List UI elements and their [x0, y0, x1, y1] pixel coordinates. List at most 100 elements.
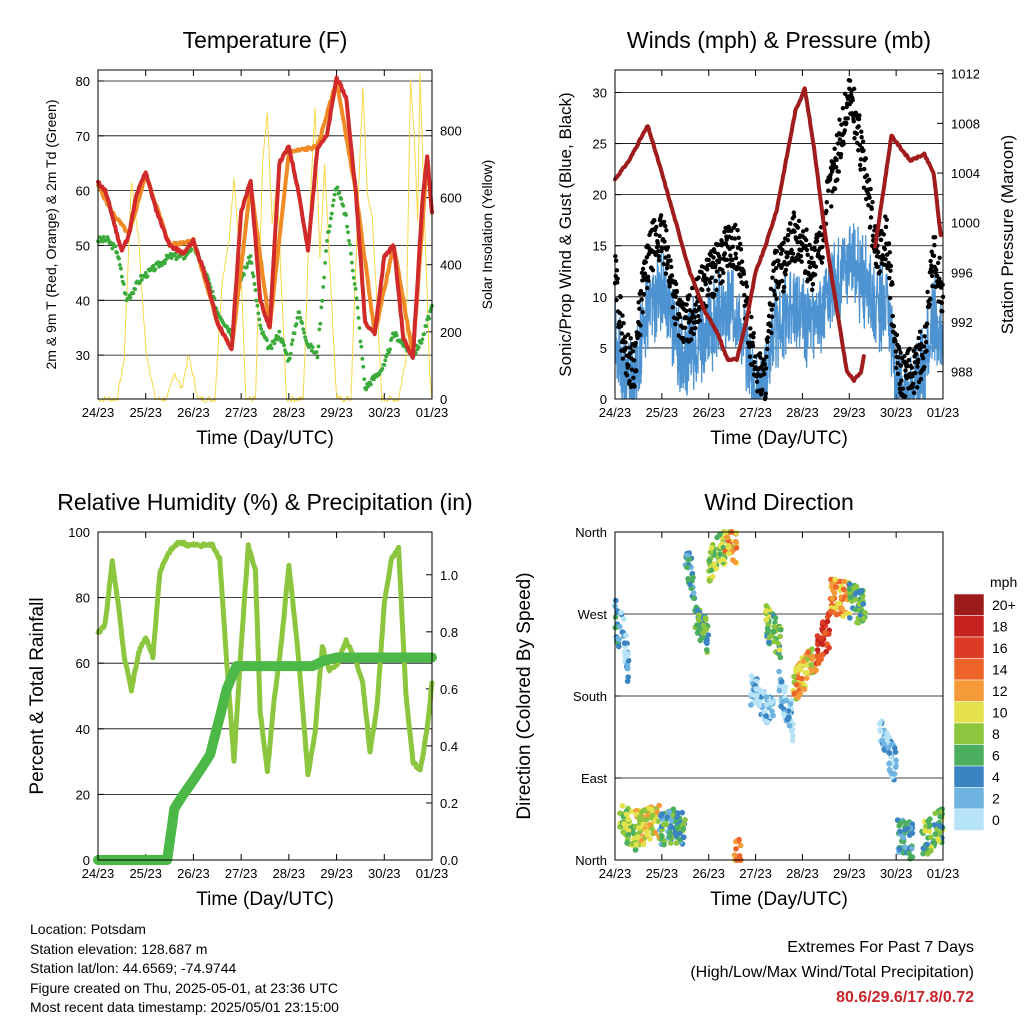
y-right-tick-label: 0.8 — [440, 625, 458, 640]
gust-point — [897, 381, 902, 387]
x-tick-label: 26/23 — [177, 405, 210, 420]
gust-point — [832, 146, 837, 152]
gust-point — [929, 273, 935, 279]
gust-point — [745, 295, 750, 300]
winds-pressure-panel: Winds (mph) & Pressure (mb) 0 5 10 15 20 25 30 9… — [556, 27, 1017, 449]
direction-point — [621, 616, 627, 622]
dewpoint-point — [295, 315, 300, 320]
direction-point — [707, 549, 714, 555]
y-tick-label: 80 — [76, 591, 90, 606]
legend-swatch — [953, 636, 985, 659]
dewpoint-point — [329, 211, 334, 216]
gust-point — [681, 336, 686, 341]
direction-point — [855, 620, 861, 626]
direction-point — [886, 761, 892, 767]
y-tick-label: 40 — [76, 293, 90, 308]
gust-point — [857, 162, 863, 168]
gust-point — [893, 365, 899, 371]
gust-point — [705, 267, 710, 272]
direction-point — [636, 825, 642, 831]
gust-point — [763, 366, 769, 371]
dewpoint-point — [251, 274, 256, 279]
dewpoint-point — [362, 377, 367, 382]
gust-point — [937, 276, 942, 282]
gust-point — [657, 258, 662, 263]
gust-point — [863, 196, 869, 202]
legend-label: 6 — [992, 747, 1000, 763]
legend-label: 4 — [992, 769, 1000, 785]
gust-point — [778, 251, 784, 256]
dewpoint-point — [253, 288, 258, 292]
dewpoint-point — [252, 282, 257, 286]
y-tick-label: East — [581, 771, 607, 786]
gust-point — [894, 332, 900, 338]
direction-point — [886, 750, 893, 756]
x-tick-label: 27/23 — [739, 405, 772, 420]
y-right-tick-label: 0.0 — [440, 853, 458, 868]
direction-point — [801, 686, 808, 693]
dewpoint-point — [317, 327, 322, 332]
pressure-line — [613, 86, 866, 383]
dewpoint-point — [143, 271, 148, 275]
y-tick-label: 20 — [76, 787, 90, 802]
y-tick-label: 60 — [76, 184, 90, 199]
gust-point — [738, 274, 743, 279]
gust-point — [878, 237, 884, 242]
station-elevation: Station elevation: 128.687 m — [30, 940, 208, 957]
direction-point — [635, 834, 641, 840]
direction-point — [852, 606, 859, 613]
gust-point — [634, 368, 639, 374]
dewpoint-point — [364, 387, 369, 392]
y-tick-label: 5 — [600, 341, 607, 356]
gust-point — [819, 260, 825, 265]
x-tick-label: 26/23 — [692, 866, 725, 881]
dewpoint-point — [149, 267, 154, 272]
gust-point — [851, 86, 857, 91]
gust-point — [838, 152, 844, 157]
dewpoint-point — [319, 305, 324, 310]
temperature-panel: Temperature (F)3040506070800200400600800… — [43, 27, 495, 449]
direction-point — [690, 590, 697, 596]
x-axis-label: Time (Day/UTC) — [710, 889, 848, 910]
gust-point — [713, 278, 719, 284]
direction-point — [784, 716, 791, 723]
dewpoint-point — [113, 244, 118, 249]
dewpoint-point — [272, 341, 277, 346]
direction-point — [809, 667, 815, 674]
dewpoint-point — [354, 296, 359, 301]
direction-point — [818, 635, 825, 641]
gust-point — [881, 232, 886, 237]
gust-point — [620, 356, 626, 361]
dewpoint-point — [139, 277, 144, 282]
direction-point — [814, 633, 821, 639]
dewpoint-point — [427, 316, 432, 321]
gust-point — [917, 347, 922, 352]
gust-point — [844, 120, 849, 126]
direction-point — [764, 625, 771, 632]
gust-point — [617, 319, 622, 325]
dewpoint-point — [315, 355, 320, 360]
legend-label: 20+ — [992, 597, 1016, 613]
gust-point — [718, 256, 723, 262]
x-tick-label: 30/23 — [368, 866, 401, 881]
gust-point — [637, 332, 643, 338]
gust-point — [934, 267, 939, 273]
y-right-tick-label: 0.4 — [440, 739, 458, 754]
gust-point — [891, 323, 897, 329]
direction-point — [673, 840, 680, 846]
direction-point — [736, 836, 742, 843]
direction-point — [776, 687, 783, 694]
x-axis-label: Time (Day/UTC) — [710, 428, 848, 449]
direction-point — [846, 610, 852, 617]
gust-point — [645, 285, 650, 291]
gust-point — [684, 315, 690, 321]
gust-point — [653, 232, 659, 237]
legend-label: 16 — [992, 640, 1008, 656]
gust-point — [870, 199, 875, 205]
gust-point — [836, 169, 841, 174]
y-tick-label: 20 — [593, 188, 607, 203]
gust-point — [893, 349, 898, 354]
direction-point — [791, 673, 797, 680]
direction-point — [826, 645, 832, 651]
x-tick-label: 30/23 — [368, 405, 401, 420]
